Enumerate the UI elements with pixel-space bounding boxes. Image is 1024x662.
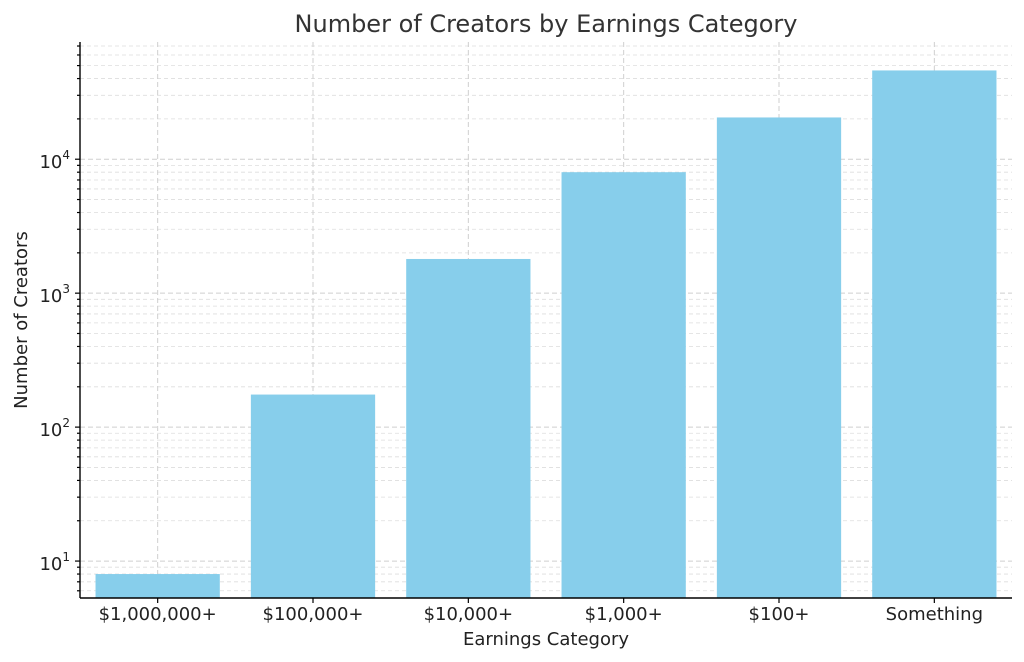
x-tick-label: $100,000+	[263, 604, 364, 625]
x-tick-label: $1,000,000+	[99, 604, 217, 625]
x-tick-label: Something	[886, 604, 983, 625]
y-tick-labels: 101 102 103 104	[39, 148, 70, 575]
bar	[561, 172, 686, 598]
axis-layer	[75, 42, 1012, 603]
x-tick-label: $1,000+	[585, 604, 663, 625]
bar-layer	[95, 70, 997, 599]
y-axis-label: Number of Creators	[11, 231, 32, 409]
bar	[716, 117, 842, 599]
x-tick-label: $100+	[749, 604, 810, 625]
bar	[406, 258, 531, 598]
x-tick-labels: $1,000,000+ $100,000+ $10,000+ $1,000+ $100+…	[99, 604, 983, 625]
y-tick-label: 104	[39, 148, 70, 173]
y-tick-label: 103	[39, 282, 70, 307]
bar	[250, 394, 376, 598]
grid-layer	[80, 42, 1012, 598]
y-tick-label: 101	[39, 550, 70, 575]
bar	[872, 70, 997, 598]
y-tick-label: 102	[39, 416, 70, 441]
bar	[95, 574, 220, 598]
x-tick-label: $10,000+	[424, 604, 514, 625]
x-axis-label: Earnings Category	[463, 629, 629, 650]
chart-title: Number of Creators by Earnings Category	[295, 10, 798, 38]
